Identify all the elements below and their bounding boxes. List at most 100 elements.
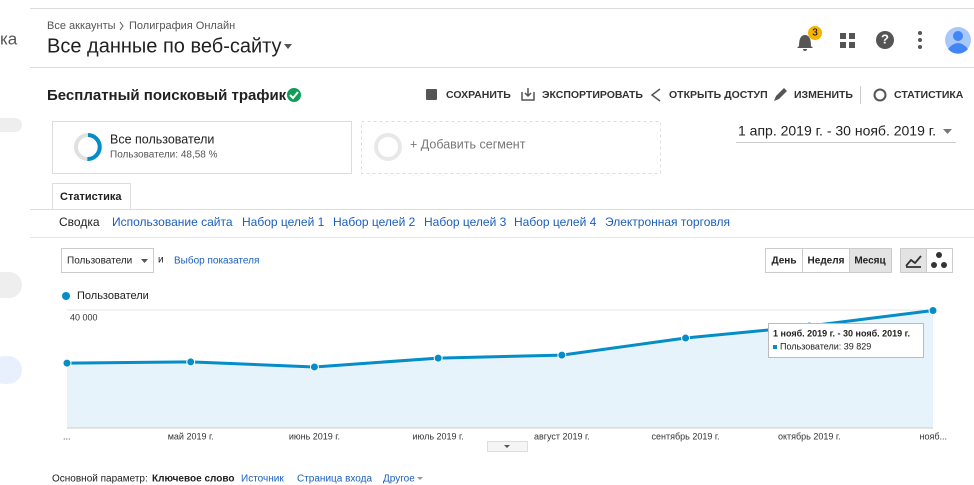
tooltip: [768, 323, 924, 358]
granularity-button[interactable]: Месяц: [854, 256, 886, 267]
date-range[interactable]: 1 апр. 2019 г. - 30 нояб. 2019 г.: [738, 123, 936, 139]
tooltip-title: 1 нояб. 2019 г. - 30 нояб. 2019 г.: [773, 328, 910, 338]
save-icon[interactable]: [426, 89, 437, 100]
motion-icon: [931, 252, 947, 268]
help-glyph: ?: [881, 31, 889, 46]
metric-link[interactable]: Выбор показателя: [174, 255, 259, 267]
segment-ring-fill: [87, 133, 102, 162]
metric-label: Пользователи: [67, 256, 132, 267]
point[interactable]: [681, 333, 691, 343]
point[interactable]: [186, 357, 196, 367]
action[interactable]: ОТКРЫТЬ ДОСТУП: [669, 89, 768, 101]
verified-icon: [287, 88, 301, 102]
action[interactable]: СОХРАНИТЬ: [446, 89, 511, 101]
share-icon[interactable]: [650, 88, 661, 102]
x-tick-label: октябрь 2019 г.: [778, 431, 841, 441]
action[interactable]: ЭКСПОРТИРОВАТЬ: [542, 89, 643, 101]
date-underline: [736, 142, 956, 143]
export-icon[interactable]: [521, 88, 535, 101]
app-name: ка: [0, 29, 18, 48]
top-border: [30, 8, 974, 9]
breadcrumb[interactable]: Полиграфия Онлайн: [129, 20, 235, 32]
separator: [860, 86, 861, 104]
chart: Пользователи20 00040 000...май 2019 г.ию…: [62, 290, 947, 441]
subtab[interactable]: Использование сайта: [112, 215, 233, 229]
tab-label: Статистика: [60, 191, 122, 203]
metric-caret: [141, 259, 148, 263]
dimension-option[interactable]: Ключевое слово: [152, 474, 234, 485]
x-tick-label: ...: [63, 431, 71, 441]
subtab[interactable]: Электронная торговля: [605, 215, 730, 229]
subtab[interactable]: Набор целей 1: [242, 215, 325, 229]
edit-icon[interactable]: [774, 88, 787, 101]
x-tick-label: август 2019 г.: [534, 431, 590, 441]
menu-icon[interactable]: [918, 31, 922, 49]
x-tick-label: июнь 2019 г.: [289, 431, 340, 441]
granularity-button[interactable]: День: [772, 256, 797, 267]
notifications-badge: [808, 26, 822, 40]
notifications-icon[interactable]: [797, 35, 813, 51]
sidebar: [0, 8, 30, 485]
subtabs: Сводка Использование сайта Набор целей 1 На…: [59, 215, 730, 229]
subtab[interactable]: Набор целей 4: [514, 215, 597, 229]
segment-name: Все пользователи: [110, 132, 214, 146]
x-tick-label: нояб...: [919, 431, 947, 441]
tab-border: [30, 209, 974, 210]
apps-icon[interactable]: [840, 33, 855, 48]
notifications-count: 3: [812, 28, 818, 39]
help-icon[interactable]: [876, 31, 894, 49]
legend-marker: [62, 292, 70, 300]
segment-card[interactable]: [52, 121, 352, 174]
sidebar-item: [0, 118, 22, 132]
point[interactable]: [433, 353, 443, 363]
x-tick-label: май 2019 г.: [168, 431, 214, 441]
point[interactable]: [62, 358, 72, 368]
metric-dropdown[interactable]: [61, 248, 154, 273]
chart-type-motion[interactable]: [926, 248, 953, 273]
point[interactable]: [928, 306, 938, 316]
breadcrumb[interactable]: Все аккаунты: [47, 20, 116, 32]
insights-icon[interactable]: [873, 88, 887, 102]
chart-type-line[interactable]: [900, 248, 927, 273]
y-tick-label: 40 000: [70, 312, 98, 322]
verified-check: [289, 91, 299, 100]
avatar-body: [948, 43, 968, 54]
tooltip-text: Пользователи: 39 829: [780, 341, 871, 351]
area: [67, 310, 933, 428]
point[interactable]: [557, 350, 567, 360]
subtab[interactable]: Набор целей 2: [333, 215, 416, 229]
subtab[interactable]: Сводка: [59, 215, 100, 229]
date-caret[interactable]: [943, 129, 952, 134]
granularity-button[interactable]: Неделя: [808, 256, 845, 267]
report-title: Бесплатный поисковый трафик: [47, 87, 287, 104]
tooltip-marker: [773, 345, 777, 349]
x-tick-label: сентябрь 2019 г.: [652, 431, 720, 441]
add-segment[interactable]: [361, 121, 661, 174]
view-caret[interactable]: [284, 44, 292, 49]
action[interactable]: ИЗМЕНИТЬ: [794, 89, 853, 101]
avatar-head: [953, 31, 963, 41]
add-segment-ring: [374, 133, 402, 161]
subtab[interactable]: Набор целей 3: [424, 215, 507, 229]
dimension-option[interactable]: Другое: [383, 474, 415, 485]
add-segment-label: + Добавить сегмент: [410, 137, 526, 151]
conjunction: и: [158, 255, 164, 266]
header-border: [30, 67, 974, 68]
dimension-option[interactable]: Источник: [241, 474, 284, 485]
x-tick-label: июль 2019 г.: [413, 431, 464, 441]
segment-detail: Пользователи: 48,58 %: [110, 150, 218, 161]
view-name[interactable]: Все данные по веб-сайту: [47, 35, 282, 57]
legend-label: Пользователи: [77, 290, 149, 302]
granularity-active: [849, 248, 892, 273]
dimension-caret: [417, 477, 423, 480]
dimension-option[interactable]: Страница входа: [297, 474, 372, 485]
action[interactable]: СТАТИСТИКА: [894, 89, 964, 101]
point[interactable]: [309, 362, 319, 372]
handle-caret: [504, 445, 510, 448]
breadcrumb-chevron: [119, 21, 124, 31]
line-icon: [905, 255, 922, 268]
subtab-border: [30, 237, 974, 238]
dimension-label: Основной параметр:: [52, 474, 148, 485]
